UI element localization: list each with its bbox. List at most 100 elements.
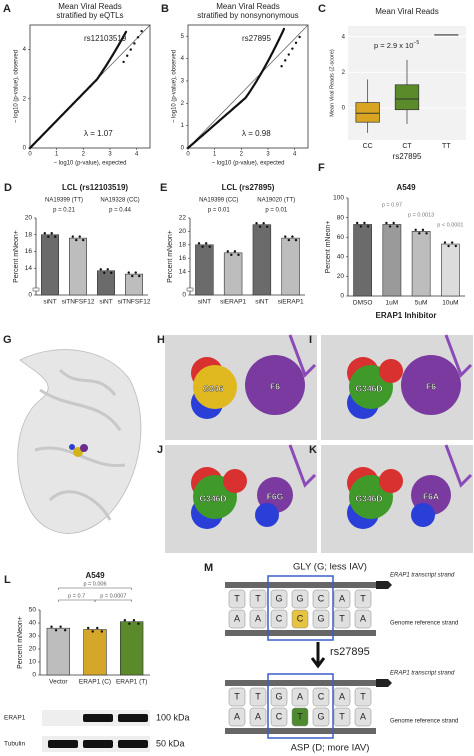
x-tick-label: siTNFSF12 (118, 299, 151, 306)
bar (120, 621, 144, 676)
x-tick-label: siNT (198, 299, 211, 306)
strand-arrow (376, 581, 392, 589)
nucleotide (249, 609, 267, 629)
replicate-dot (204, 242, 208, 245)
x-tick-label: 10uM (442, 300, 458, 307)
p-value: p = 0.006 (83, 581, 106, 587)
y-tick-label: 1 (181, 123, 185, 129)
panel-letter: J (157, 444, 163, 456)
qq-point (129, 48, 132, 51)
x-tick-label: 2 (240, 152, 244, 158)
base-letter: T (339, 711, 345, 721)
panel-title: stratified by nonsynonymous (197, 11, 298, 20)
y-tick-label: 22 (179, 215, 187, 222)
bar (411, 231, 431, 297)
y-axis-label: − log10 (p-value), observed (14, 50, 20, 123)
replicate-dot (99, 268, 102, 271)
panel-letter: F (318, 162, 325, 174)
panel-title: Mean Viral Reads (375, 7, 438, 16)
panel-letter: D (4, 182, 12, 194)
x-tick-label: 0 (28, 152, 32, 158)
panel-title: Mean Viral Reads (58, 2, 121, 11)
qq-point (126, 54, 129, 57)
nucleotide (249, 589, 267, 609)
panel-letter: I (309, 334, 312, 346)
bar (223, 252, 243, 296)
nucleotide (312, 707, 330, 727)
replicate-dot (43, 232, 46, 235)
replicate-dot (197, 242, 201, 245)
replicate-dot (54, 235, 57, 238)
significance-bracket (58, 587, 132, 590)
replicate-dot (127, 271, 130, 274)
replicate-dot (447, 244, 450, 248)
box (394, 84, 420, 111)
base-letter: G (317, 711, 324, 721)
replicate-dot (262, 222, 265, 225)
residue-label: F6G (267, 491, 284, 501)
panel-title: GLY (G; less IAV) (293, 562, 367, 573)
replicate-dot (355, 221, 359, 225)
strand-arrow (376, 679, 392, 687)
replicate-dot (134, 271, 137, 274)
protein-structure (17, 349, 142, 534)
replicate-dot (208, 245, 211, 248)
base-letter: A (360, 711, 366, 721)
replicate-dot (128, 622, 131, 625)
replicate-dot (50, 625, 53, 628)
replicate-dot (233, 250, 237, 253)
bar (125, 273, 143, 296)
qq-point (294, 41, 298, 45)
y-tick-label: 0 (181, 146, 185, 152)
bar (46, 627, 71, 676)
replicate-dot (54, 629, 58, 632)
replicate-dot (106, 268, 109, 271)
strand-label: ERAP1 transcript strand (390, 671, 455, 677)
base-letter: G (275, 593, 282, 603)
codon-box (267, 673, 334, 739)
y-tick-label: 5 (181, 34, 185, 40)
p-value: p = 0.21 (53, 208, 76, 214)
stick (444, 444, 473, 488)
base-letter: C (297, 613, 304, 623)
x-tick-label: 3 (266, 152, 270, 158)
replicate-dot (132, 619, 136, 622)
y-tick-label: 0 (342, 106, 346, 112)
blot-row-label: ERAP1 (4, 715, 26, 722)
x-tick-label: siERAP1 (220, 299, 246, 306)
replicate-dot (59, 625, 62, 628)
panel-title: ASP (D; more IAV) (291, 743, 370, 754)
x-axis-label: − log10 (p-value), expected (212, 161, 285, 167)
panel-letter: A (3, 3, 11, 15)
group-label: NA19399 (CC) (199, 198, 238, 204)
plot-frame (187, 24, 309, 149)
y-tick-label: 16 (25, 248, 33, 255)
p-value: p = 2.9 x 10−5 (374, 40, 419, 50)
replicate-dot (138, 274, 141, 278)
base-letter: C (276, 711, 283, 721)
diagonal (187, 24, 309, 149)
replicate-dot (96, 626, 99, 630)
replicate-dot (366, 225, 370, 228)
p-value-exponent: −5 (413, 40, 419, 46)
replicate-dot (86, 626, 90, 630)
dna-backbone (225, 680, 376, 686)
replicate-dot (123, 619, 127, 622)
base-letter: T (360, 593, 366, 603)
y-tick-label: 0 (28, 292, 32, 299)
base-letter: C (318, 593, 325, 603)
arrow-label: rs27895 (330, 646, 370, 658)
x-tick-label: CT (402, 143, 412, 150)
y-tick-label: 4 (23, 47, 27, 53)
y-tick-label: 18 (179, 242, 187, 249)
lambda-label: λ = 0.98 (242, 129, 271, 138)
axis-break (186, 287, 194, 292)
y-tick-label: 0 (23, 146, 27, 152)
qq-point (284, 59, 287, 62)
dna-backbone (225, 582, 376, 588)
x-tick-label: 4 (135, 152, 139, 158)
panel-title: stratified by eQTLs (56, 11, 123, 20)
replicate-dot (137, 622, 140, 625)
replicate-dot (396, 225, 399, 228)
